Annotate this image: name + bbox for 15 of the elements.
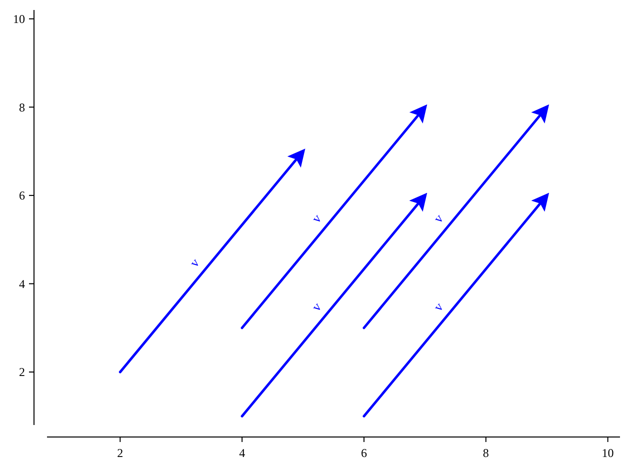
annotation: v⃗ [308,203,331,226]
annotation: v⃗ [308,292,331,314]
x-tick-label: 8 [482,446,489,460]
x-tick-label: 10 [602,446,614,460]
annotation: v⃗ [430,203,453,226]
annotation: v⃗ [430,292,453,314]
y-tick-label: 4 [19,276,25,291]
y-tick-label: 8 [19,100,25,114]
y-tick-label: 2 [19,365,25,380]
x-tick-label: 6 [360,446,367,460]
y-tick-label: 10 [13,12,25,26]
y-tick-label: 6 [19,188,25,203]
x-tick-label: 4 [239,446,246,460]
x-tick-label: 2 [117,446,124,460]
annotation: v⃗ [186,247,209,270]
